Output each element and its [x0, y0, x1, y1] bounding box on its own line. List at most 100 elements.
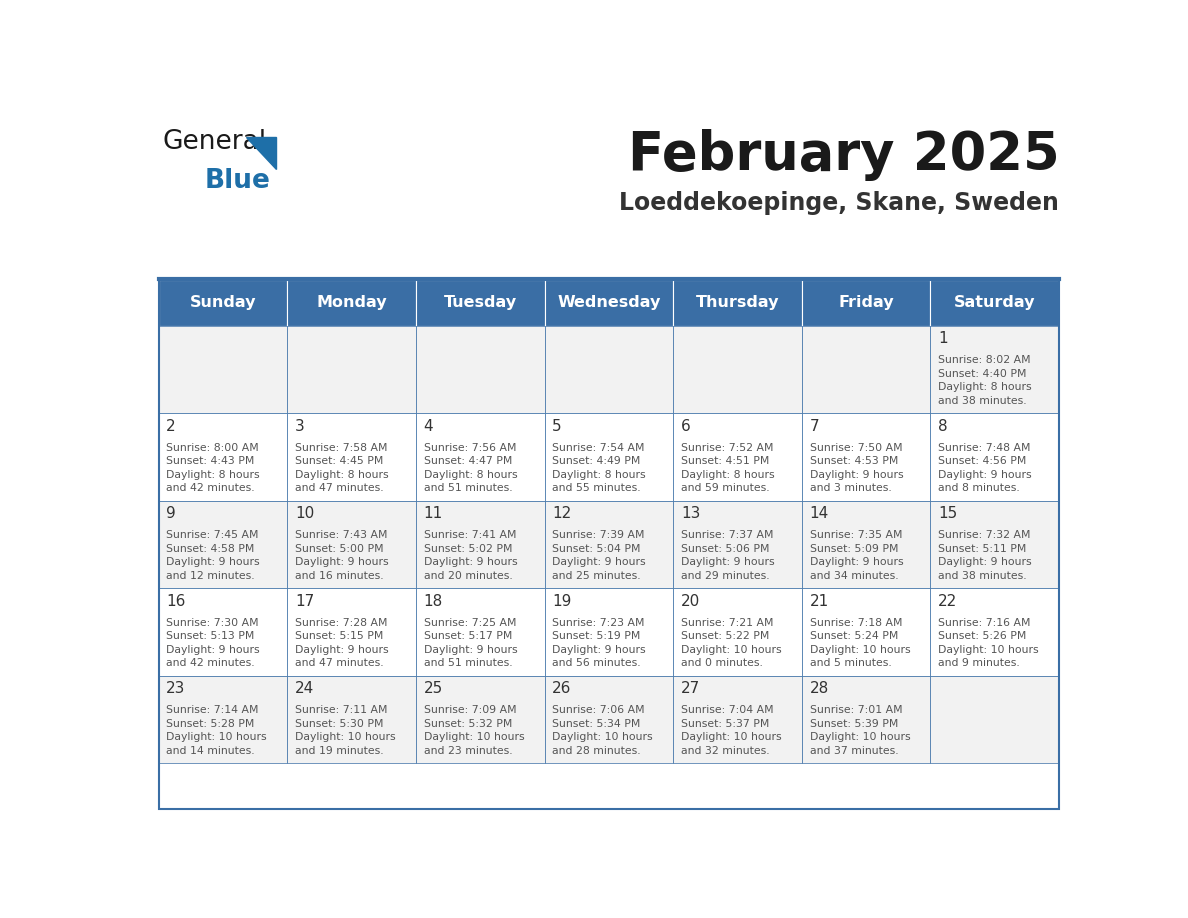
Text: Tuesday: Tuesday	[443, 296, 517, 310]
Text: General: General	[163, 129, 266, 155]
Bar	[544, 413, 674, 501]
Bar	[674, 676, 802, 764]
Text: Sunrise: 7:50 AM
Sunset: 4:53 PM
Daylight: 9 hours
and 3 minutes.: Sunrise: 7:50 AM Sunset: 4:53 PM Dayligh…	[809, 442, 903, 493]
Text: Sunrise: 7:54 AM
Sunset: 4:49 PM
Daylight: 8 hours
and 55 minutes.: Sunrise: 7:54 AM Sunset: 4:49 PM Dayligh…	[552, 442, 646, 493]
Bar	[930, 326, 1060, 413]
Bar	[416, 588, 544, 676]
Bar	[158, 280, 1060, 810]
Text: 15: 15	[939, 506, 958, 521]
Bar	[287, 413, 416, 501]
Text: Sunrise: 7:11 AM
Sunset: 5:30 PM
Daylight: 10 hours
and 19 minutes.: Sunrise: 7:11 AM Sunset: 5:30 PM Dayligh…	[295, 705, 396, 756]
Bar	[930, 413, 1060, 501]
Bar	[802, 676, 930, 764]
Bar	[287, 676, 416, 764]
Text: 26: 26	[552, 681, 571, 696]
Text: Sunrise: 7:30 AM
Sunset: 5:13 PM
Daylight: 9 hours
and 42 minutes.: Sunrise: 7:30 AM Sunset: 5:13 PM Dayligh…	[166, 618, 260, 668]
Text: 12: 12	[552, 506, 571, 521]
Bar	[158, 676, 287, 764]
Text: 18: 18	[424, 594, 443, 609]
Text: Sunrise: 7:58 AM
Sunset: 4:45 PM
Daylight: 8 hours
and 47 minutes.: Sunrise: 7:58 AM Sunset: 4:45 PM Dayligh…	[295, 442, 388, 493]
Text: 6: 6	[681, 419, 690, 433]
Bar	[674, 326, 802, 413]
Bar	[544, 280, 674, 326]
Text: Sunrise: 7:32 AM
Sunset: 5:11 PM
Daylight: 9 hours
and 38 minutes.: Sunrise: 7:32 AM Sunset: 5:11 PM Dayligh…	[939, 530, 1032, 581]
Text: 17: 17	[295, 594, 314, 609]
Text: 21: 21	[809, 594, 829, 609]
Text: Sunrise: 8:00 AM
Sunset: 4:43 PM
Daylight: 8 hours
and 42 minutes.: Sunrise: 8:00 AM Sunset: 4:43 PM Dayligh…	[166, 442, 260, 493]
Text: Sunrise: 7:52 AM
Sunset: 4:51 PM
Daylight: 8 hours
and 59 minutes.: Sunrise: 7:52 AM Sunset: 4:51 PM Dayligh…	[681, 442, 775, 493]
Text: 4: 4	[424, 419, 434, 433]
Text: 11: 11	[424, 506, 443, 521]
Text: 22: 22	[939, 594, 958, 609]
Text: Sunday: Sunday	[190, 296, 257, 310]
Text: 19: 19	[552, 594, 571, 609]
Bar	[287, 280, 416, 326]
Text: Thursday: Thursday	[696, 296, 779, 310]
Text: 10: 10	[295, 506, 314, 521]
Bar	[674, 501, 802, 588]
Polygon shape	[246, 137, 276, 170]
Bar	[158, 413, 287, 501]
Bar	[158, 326, 287, 413]
Bar	[416, 501, 544, 588]
Bar	[416, 280, 544, 326]
Bar	[287, 588, 416, 676]
Bar	[802, 280, 930, 326]
Text: 14: 14	[809, 506, 829, 521]
Text: 28: 28	[809, 681, 829, 696]
Bar	[544, 501, 674, 588]
Text: 13: 13	[681, 506, 700, 521]
Text: Sunrise: 7:56 AM
Sunset: 4:47 PM
Daylight: 8 hours
and 51 minutes.: Sunrise: 7:56 AM Sunset: 4:47 PM Dayligh…	[424, 442, 517, 493]
Text: Sunrise: 7:41 AM
Sunset: 5:02 PM
Daylight: 9 hours
and 20 minutes.: Sunrise: 7:41 AM Sunset: 5:02 PM Dayligh…	[424, 530, 517, 581]
Text: 23: 23	[166, 681, 185, 696]
Text: Sunrise: 7:43 AM
Sunset: 5:00 PM
Daylight: 9 hours
and 16 minutes.: Sunrise: 7:43 AM Sunset: 5:00 PM Dayligh…	[295, 530, 388, 581]
Text: Sunrise: 7:14 AM
Sunset: 5:28 PM
Daylight: 10 hours
and 14 minutes.: Sunrise: 7:14 AM Sunset: 5:28 PM Dayligh…	[166, 705, 267, 756]
Text: Sunrise: 7:23 AM
Sunset: 5:19 PM
Daylight: 9 hours
and 56 minutes.: Sunrise: 7:23 AM Sunset: 5:19 PM Dayligh…	[552, 618, 646, 668]
Bar	[802, 501, 930, 588]
Bar	[287, 501, 416, 588]
Text: Sunrise: 7:18 AM
Sunset: 5:24 PM
Daylight: 10 hours
and 5 minutes.: Sunrise: 7:18 AM Sunset: 5:24 PM Dayligh…	[809, 618, 910, 668]
Text: 1: 1	[939, 331, 948, 346]
Text: 16: 16	[166, 594, 185, 609]
Bar	[674, 588, 802, 676]
Text: Wednesday: Wednesday	[557, 296, 661, 310]
Text: Sunrise: 7:21 AM
Sunset: 5:22 PM
Daylight: 10 hours
and 0 minutes.: Sunrise: 7:21 AM Sunset: 5:22 PM Dayligh…	[681, 618, 782, 668]
Text: Sunrise: 7:16 AM
Sunset: 5:26 PM
Daylight: 10 hours
and 9 minutes.: Sunrise: 7:16 AM Sunset: 5:26 PM Dayligh…	[939, 618, 1038, 668]
Text: Sunrise: 7:48 AM
Sunset: 4:56 PM
Daylight: 9 hours
and 8 minutes.: Sunrise: 7:48 AM Sunset: 4:56 PM Dayligh…	[939, 442, 1032, 493]
Bar	[416, 676, 544, 764]
Bar	[930, 280, 1060, 326]
Text: Sunrise: 7:37 AM
Sunset: 5:06 PM
Daylight: 9 hours
and 29 minutes.: Sunrise: 7:37 AM Sunset: 5:06 PM Dayligh…	[681, 530, 775, 581]
Text: Sunrise: 7:35 AM
Sunset: 5:09 PM
Daylight: 9 hours
and 34 minutes.: Sunrise: 7:35 AM Sunset: 5:09 PM Dayligh…	[809, 530, 903, 581]
Bar	[802, 413, 930, 501]
Text: Friday: Friday	[839, 296, 893, 310]
Bar	[930, 676, 1060, 764]
Text: Sunrise: 7:09 AM
Sunset: 5:32 PM
Daylight: 10 hours
and 23 minutes.: Sunrise: 7:09 AM Sunset: 5:32 PM Dayligh…	[424, 705, 524, 756]
Bar	[158, 501, 287, 588]
Text: 3: 3	[295, 419, 305, 433]
Bar	[158, 280, 287, 326]
Bar	[416, 326, 544, 413]
Text: Sunrise: 7:28 AM
Sunset: 5:15 PM
Daylight: 9 hours
and 47 minutes.: Sunrise: 7:28 AM Sunset: 5:15 PM Dayligh…	[295, 618, 388, 668]
Bar	[930, 501, 1060, 588]
Bar	[287, 326, 416, 413]
Text: 27: 27	[681, 681, 700, 696]
Text: Sunrise: 7:04 AM
Sunset: 5:37 PM
Daylight: 10 hours
and 32 minutes.: Sunrise: 7:04 AM Sunset: 5:37 PM Dayligh…	[681, 705, 782, 756]
Text: Sunrise: 8:02 AM
Sunset: 4:40 PM
Daylight: 8 hours
and 38 minutes.: Sunrise: 8:02 AM Sunset: 4:40 PM Dayligh…	[939, 355, 1032, 406]
Text: Loeddekoepinge, Skane, Sweden: Loeddekoepinge, Skane, Sweden	[619, 191, 1060, 215]
Text: Sunrise: 7:25 AM
Sunset: 5:17 PM
Daylight: 9 hours
and 51 minutes.: Sunrise: 7:25 AM Sunset: 5:17 PM Dayligh…	[424, 618, 517, 668]
Text: Sunrise: 7:39 AM
Sunset: 5:04 PM
Daylight: 9 hours
and 25 minutes.: Sunrise: 7:39 AM Sunset: 5:04 PM Dayligh…	[552, 530, 646, 581]
Bar	[674, 280, 802, 326]
Text: 8: 8	[939, 419, 948, 433]
Text: Blue: Blue	[206, 168, 271, 194]
Bar	[158, 588, 287, 676]
Text: February 2025: February 2025	[627, 129, 1060, 182]
Text: 25: 25	[424, 681, 443, 696]
Bar	[544, 588, 674, 676]
Bar	[544, 676, 674, 764]
Bar	[802, 326, 930, 413]
Text: 24: 24	[295, 681, 314, 696]
Text: Monday: Monday	[316, 296, 387, 310]
Bar	[930, 588, 1060, 676]
Text: 9: 9	[166, 506, 176, 521]
Text: 20: 20	[681, 594, 700, 609]
